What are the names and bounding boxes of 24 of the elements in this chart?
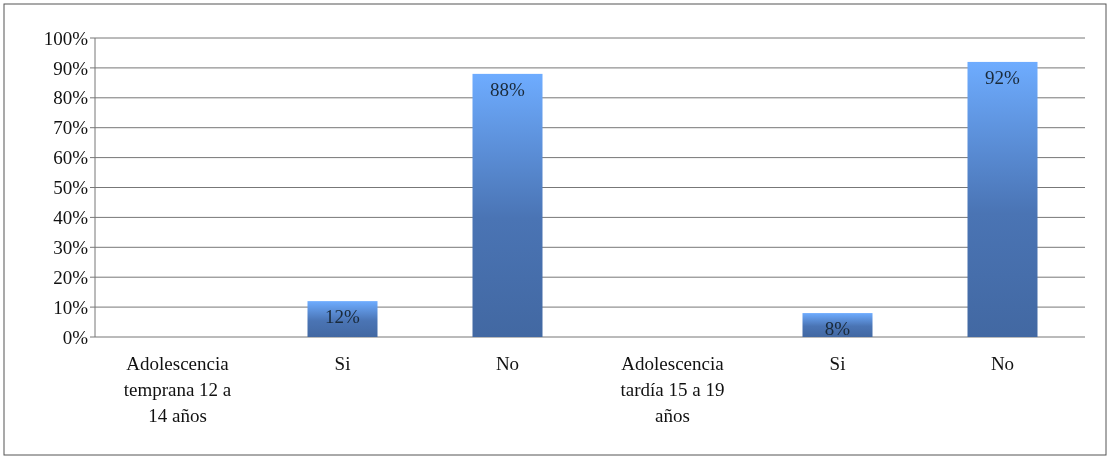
x-tick-label: Adolescencia tardía 15 a 19 años bbox=[620, 353, 725, 426]
y-tick-label: 100% bbox=[43, 27, 89, 49]
data-label: 88% bbox=[490, 78, 526, 100]
bar bbox=[472, 73, 543, 337]
y-tick-label: 0% bbox=[62, 326, 89, 348]
x-tick-label: Si bbox=[334, 353, 351, 374]
data-label: 8% bbox=[824, 318, 851, 340]
data-label: 92% bbox=[985, 66, 1021, 88]
y-tick-label: 30% bbox=[53, 236, 89, 258]
bar bbox=[307, 301, 378, 337]
data-label: 12% bbox=[325, 306, 361, 328]
y-tick-label: 90% bbox=[53, 57, 89, 79]
y-tick-label: 80% bbox=[53, 87, 89, 109]
y-tick-label: 70% bbox=[53, 117, 89, 139]
bar bbox=[967, 61, 1038, 337]
x-tick-label: No bbox=[495, 353, 520, 374]
x-tick-label: No bbox=[990, 353, 1015, 374]
y-tick-label: 50% bbox=[53, 177, 89, 199]
x-tick-label: Adolescencia temprana 12 a 14 años bbox=[123, 353, 232, 426]
y-tick-label: 60% bbox=[53, 147, 89, 169]
y-tick-label: 20% bbox=[53, 266, 89, 288]
y-tick-label: 10% bbox=[53, 296, 89, 318]
y-tick-label: 40% bbox=[53, 207, 89, 229]
x-tick-label: Si bbox=[829, 353, 846, 374]
